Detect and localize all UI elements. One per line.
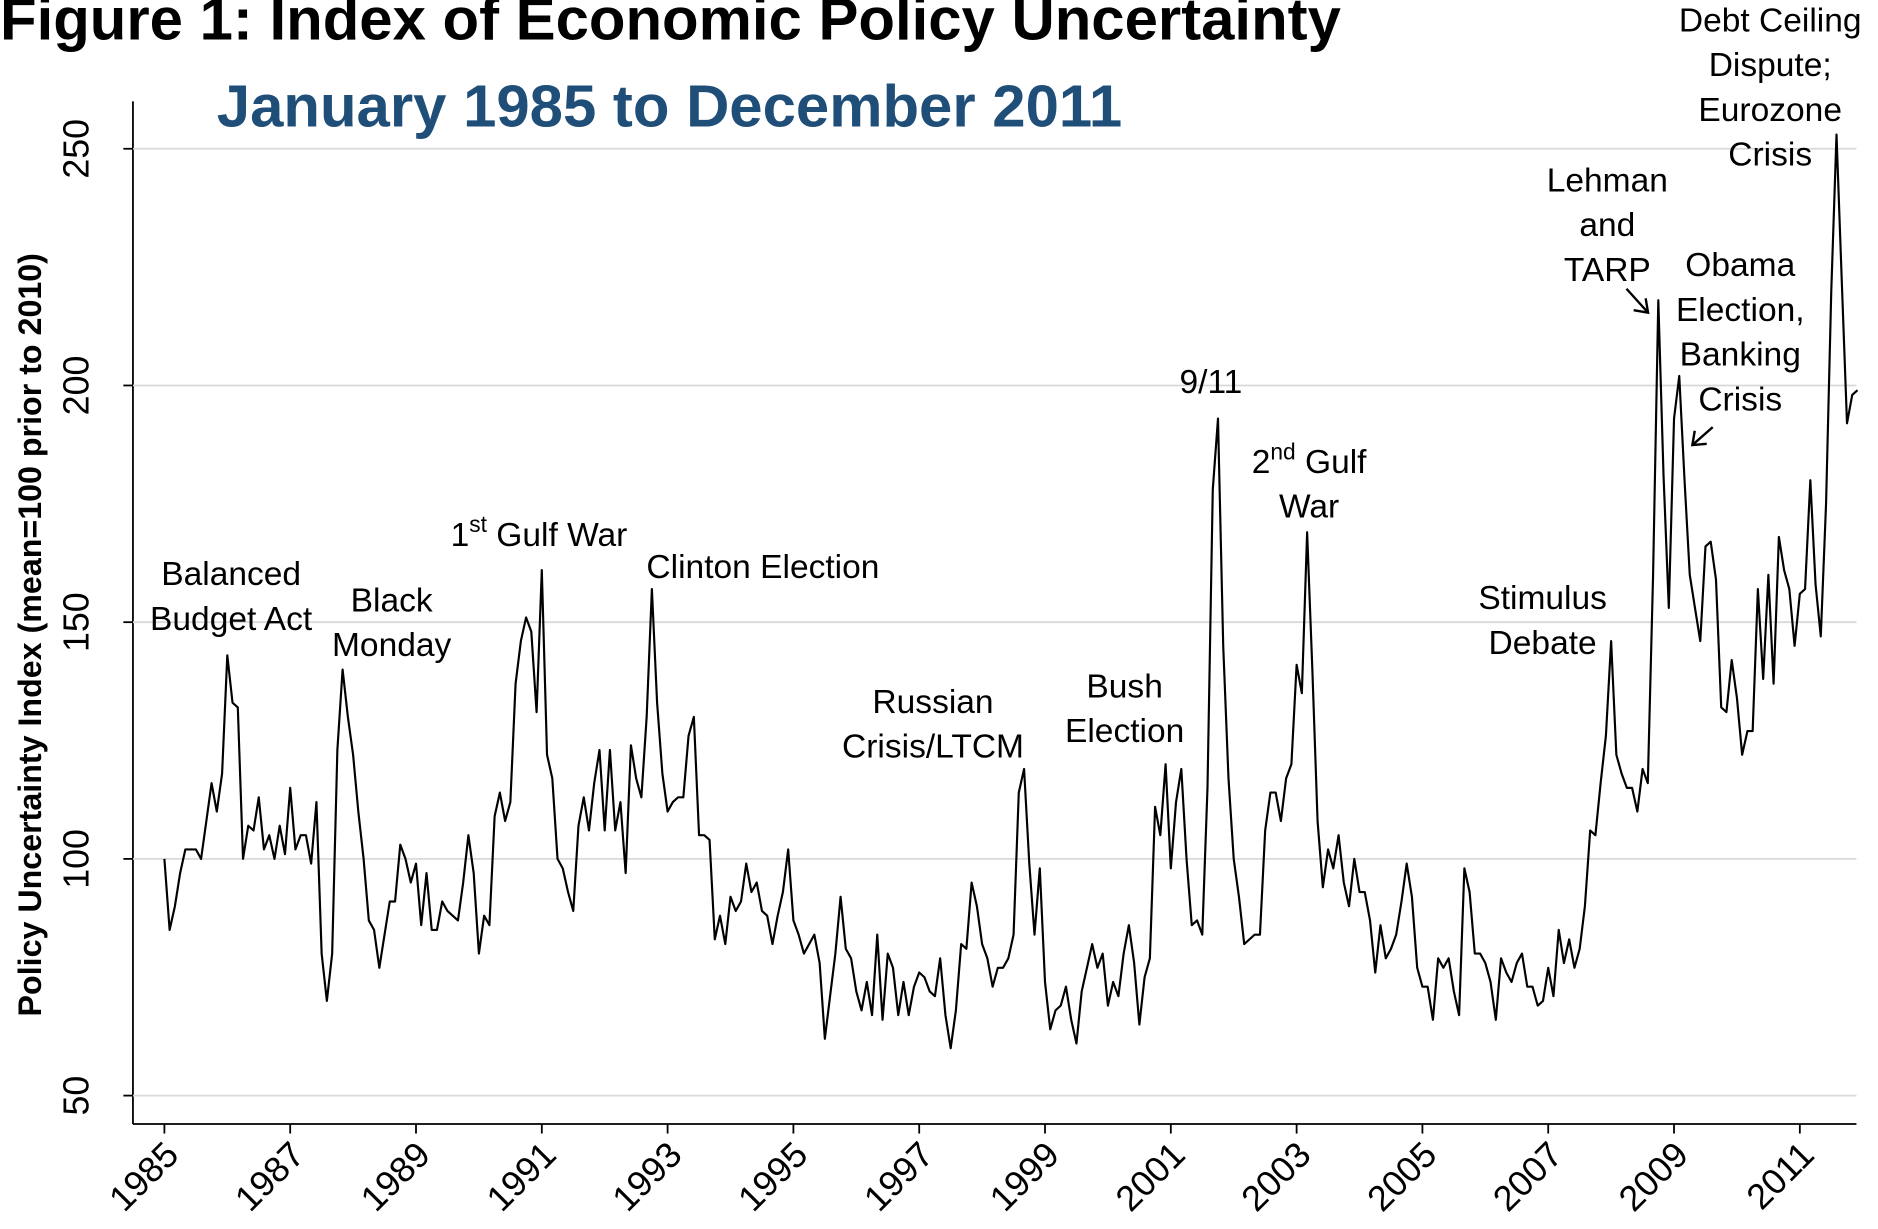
x-tick-label: 1987 <box>227 1134 312 1219</box>
arrow <box>1690 426 1714 447</box>
x-tick-label: 2009 <box>1611 1134 1696 1219</box>
x-tick-label: 2001 <box>1108 1134 1193 1219</box>
x-tick-label: 2007 <box>1485 1134 1570 1219</box>
chart-subtitle: January 1985 to December 2011 <box>217 73 1122 140</box>
annotation: Obama <box>1685 247 1795 284</box>
annotation: Banking <box>1680 337 1801 374</box>
annotation: 9/11 <box>1179 364 1242 401</box>
y-tick-label: 100 <box>56 829 96 889</box>
x-tick-label: 1991 <box>479 1134 564 1219</box>
annotation: Debate <box>1489 625 1597 662</box>
annotation: 1st Gulf War <box>451 511 628 554</box>
x-tick-label: 1997 <box>856 1134 941 1219</box>
x-tick-label: 1993 <box>605 1134 690 1219</box>
x-tick-label: 2005 <box>1360 1134 1445 1219</box>
x-tick-label: 1985 <box>101 1134 186 1219</box>
arrow <box>1625 287 1650 315</box>
annotation: Election <box>1065 713 1184 750</box>
x-tick-label: 1989 <box>353 1134 438 1219</box>
annotation: Dispute; <box>1709 47 1832 84</box>
annotation-part: Gulf War <box>487 517 627 554</box>
y-tick-label: 200 <box>56 356 96 416</box>
x-tick-label: 1999 <box>982 1134 1067 1219</box>
annotation: Crisis <box>1728 137 1812 174</box>
annotation: Election, <box>1676 292 1805 329</box>
annotation: Crisis <box>1698 381 1782 418</box>
annotation: Lehman <box>1547 162 1668 199</box>
annotation: Eurozone <box>1698 92 1842 129</box>
chart-title: Figure 1: Index of Economic Policy Uncer… <box>0 0 1341 53</box>
x-tick-label: 1995 <box>731 1134 816 1219</box>
annotation-part: 2 <box>1252 444 1271 481</box>
annotation-part: 1 <box>451 517 470 554</box>
x-tick-label: 2003 <box>1234 1134 1319 1219</box>
annotation: 2nd Gulf <box>1252 438 1367 481</box>
data-line <box>163 133 1859 1050</box>
y-tick-label: 50 <box>56 1076 96 1116</box>
annotation: TARP <box>1564 252 1651 289</box>
annotation-part: Gulf <box>1296 444 1368 481</box>
x-tick-label: 2011 <box>1739 1134 1822 1217</box>
annotation: Clinton Election <box>646 549 879 586</box>
y-tick-label: 150 <box>56 592 96 652</box>
annotation: Monday <box>332 627 452 664</box>
annotation: Debt Ceiling <box>1679 3 1862 40</box>
annotation: Bush <box>1086 668 1162 705</box>
annotation: Stimulus <box>1478 580 1607 617</box>
y-axis-label: Policy Uncertainty Index (mean=100 prior… <box>12 253 48 1016</box>
annotation-part: st <box>469 511 487 537</box>
annotation: and <box>1579 207 1635 244</box>
annotation: Russian <box>872 684 993 721</box>
annotation: Black <box>351 582 433 619</box>
annotation: War <box>1279 489 1339 526</box>
annotation-part: nd <box>1270 438 1295 464</box>
annotation: Budget Act <box>150 601 313 638</box>
annotation: Crisis/LTCM <box>842 729 1024 766</box>
annotation: Balanced <box>161 556 301 593</box>
y-tick-label: 250 <box>56 119 96 179</box>
